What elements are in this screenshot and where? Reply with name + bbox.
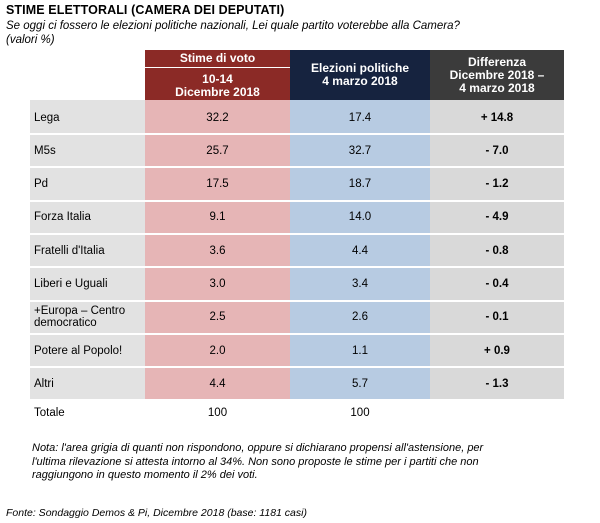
- stime-value: 32.2: [206, 111, 229, 124]
- subtitle-question: Se oggi ci fossero le elezioni politiche…: [6, 20, 460, 32]
- stime-value: 3.0: [209, 278, 226, 290]
- diff-value: + 14.8: [480, 111, 514, 124]
- diff-value: - 1.2: [485, 178, 509, 191]
- stime-column-bg: [145, 100, 290, 400]
- elezioni-column-bg: [290, 100, 430, 400]
- header-elezioni-date: 4 marzo 2018: [322, 74, 398, 88]
- elezioni-value: 2.6: [352, 311, 368, 324]
- diff-value: - 0.1: [485, 311, 509, 324]
- header-differenza: Differenza Dicembre 2018 – 4 marzo 2018: [430, 50, 564, 100]
- diff-value: - 7.0: [485, 144, 509, 157]
- table-row: Forza Italia 9.1 14.0 - 4.9: [30, 202, 564, 235]
- elezioni-value: 18.7: [348, 178, 372, 191]
- source-note: Fonte: Sondaggio Demos & Pi, Dicembre 20…: [6, 507, 307, 519]
- header-stime: Stime di voto 10-14 Dicembre 2018: [145, 50, 290, 100]
- header-stime-month: Dicembre 2018: [175, 85, 260, 99]
- row-separator: [30, 199, 564, 202]
- party-name: Liberi e Uguali: [34, 278, 108, 290]
- row-separator: [30, 299, 564, 302]
- party-name: Potere al Popolo!: [34, 344, 123, 357]
- diff-value: - 0.4: [485, 278, 509, 290]
- footnote-line-3: raggiungono in questo momento il 2% dei …: [32, 469, 258, 481]
- total-elezioni: 100: [350, 407, 370, 419]
- footnote-line-2: l'ultima rilevazione si attesta intorno …: [32, 455, 479, 468]
- row-separator: [30, 133, 564, 135]
- stime-value: 2.5: [209, 311, 226, 324]
- header-elezioni-title: Elezioni politiche: [310, 61, 409, 75]
- table-row: M5s 25.7 32.7 - 7.0: [30, 135, 564, 169]
- subtitle-unit: (valori %): [6, 34, 55, 46]
- stime-value: 3.6: [209, 244, 226, 257]
- diff-value: - 0.8: [485, 244, 509, 257]
- estimates-table: Stime di voto 10-14 Dicembre 2018 Elezio…: [30, 46, 564, 430]
- total-stime: 100: [207, 407, 228, 419]
- party-name: Altri: [34, 377, 54, 390]
- row-separator: [30, 166, 564, 169]
- table-row: Pd 17.5 18.7 - 1.2: [30, 169, 564, 202]
- diff-value: - 1.3: [485, 377, 509, 390]
- row-separator: [30, 232, 564, 235]
- elezioni-value: 32.7: [348, 144, 372, 157]
- table-row: Potere al Popolo! 2.0 1.1 + 0.9: [30, 335, 564, 369]
- footnote-line-1: Nota: l'area grigia di quanti non rispon…: [32, 442, 484, 454]
- table-row: +Europa – Centro democratico 2.5 2.6 - 0.1: [30, 302, 564, 335]
- table-row: Liberi e Uguali 3.0 3.4 - 0.4: [30, 269, 564, 302]
- party-name: Fratelli d'Italia: [34, 244, 105, 257]
- party-name: Lega: [34, 111, 60, 124]
- stime-value: 17.5: [206, 178, 229, 191]
- diff-column-bg: [430, 100, 564, 400]
- header-elezioni: Elezioni politiche 4 marzo 2018: [290, 50, 430, 100]
- header-differenza-title: Differenza: [467, 54, 526, 69]
- total-label: Totale: [34, 407, 65, 419]
- diff-value: - 4.9: [485, 211, 509, 224]
- stime-value: 9.1: [209, 211, 226, 224]
- footnote: Nota: l'area grigia di quanti non rispon…: [32, 442, 552, 483]
- party-name: Pd: [34, 178, 49, 191]
- table-row: Fratelli d'Italia 3.6 4.4 - 0.8: [30, 235, 564, 269]
- party-name: +Europa – Centro democratico: [34, 305, 126, 330]
- page-title: STIME ELETTORALI (CAMERA DEI DEPUTATI): [6, 3, 285, 17]
- label-column-bg: [30, 100, 145, 400]
- row-separator: [30, 399, 564, 402]
- stime-value: 2.0: [209, 344, 226, 357]
- stime-value: 25.7: [206, 144, 229, 157]
- row-separator: [30, 266, 564, 269]
- row-separator: [30, 366, 564, 369]
- elezioni-value: 3.4: [352, 278, 368, 290]
- elezioni-value: 17.4: [348, 111, 372, 124]
- header-stime-title: Stime di voto: [145, 50, 290, 68]
- elezioni-value: 4.4: [352, 244, 368, 257]
- subtitle: Se oggi ci fossero le elezioni politiche…: [6, 19, 596, 47]
- party-name: Forza Italia: [34, 211, 91, 224]
- row-separator: [30, 332, 564, 335]
- elezioni-value: 14.0: [348, 211, 372, 224]
- stime-value: 4.4: [209, 377, 226, 390]
- header-differenza-to: 4 marzo 2018: [459, 80, 535, 95]
- elezioni-value: 1.1: [352, 344, 368, 357]
- header-stime-dates: 10-14: [202, 72, 233, 86]
- party-name: M5s: [34, 144, 56, 157]
- table-row: Altri 4.4 5.7 - 1.3: [30, 368, 564, 402]
- total-row: Totale 100 100: [30, 402, 564, 424]
- elezioni-value: 5.7: [352, 377, 368, 390]
- diff-value: + 0.9: [484, 344, 510, 357]
- header-differenza-from: Dicembre 2018 –: [449, 67, 545, 82]
- table-row: Lega 32.2 17.4 + 14.8: [30, 102, 564, 135]
